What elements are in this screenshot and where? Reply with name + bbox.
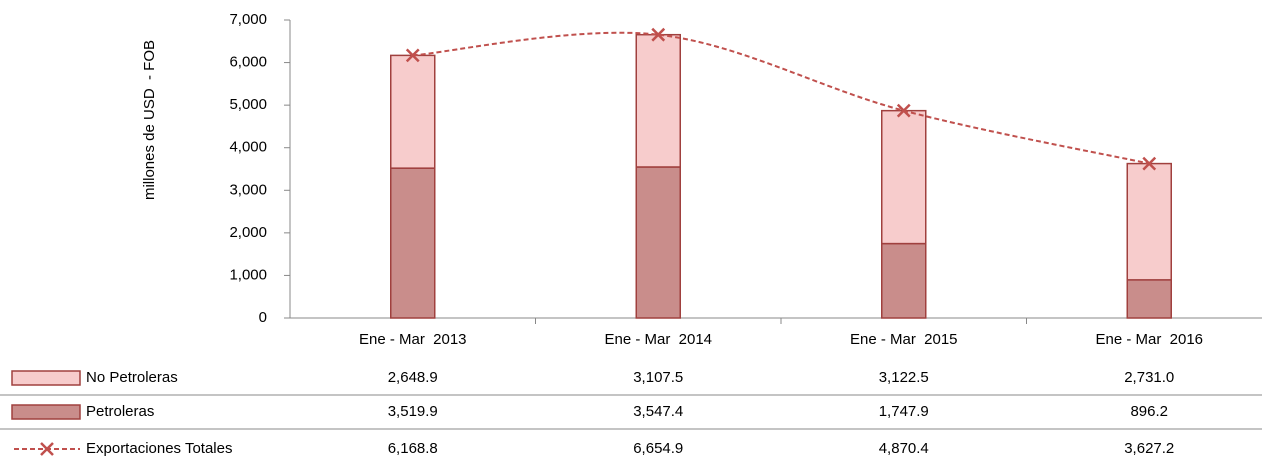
legend-label: Exportaciones Totales: [86, 440, 232, 457]
bar-segment: [635, 166, 681, 319]
y-tick-label: 3,000: [229, 181, 267, 198]
legend-swatch: [11, 370, 81, 386]
table-value: 6,168.8: [388, 440, 438, 457]
x-tick-label: Ene - Mar 2016: [1095, 331, 1203, 348]
table-value: 3,547.4: [633, 403, 683, 420]
y-tick-label: 4,000: [229, 139, 267, 156]
x-tick-label: Ene - Mar 2014: [604, 331, 712, 348]
table-value: 1,747.9: [879, 403, 929, 420]
bar-segment: [1126, 279, 1172, 319]
table-value: 3,627.2: [1124, 440, 1174, 457]
legend-swatch: [11, 404, 81, 420]
legend-swatch: [40, 442, 54, 456]
marker: [651, 27, 666, 42]
x-tick-label: Ene - Mar 2013: [359, 331, 467, 348]
bar-segment: [881, 242, 927, 319]
bar-segment: [390, 167, 436, 319]
table-value: 4,870.4: [879, 440, 929, 457]
y-tick-label: 1,000: [229, 266, 267, 283]
marker: [405, 48, 420, 63]
legend-label: Petroleras: [86, 403, 154, 420]
legend-label: No Petroleras: [86, 369, 178, 386]
marker: [896, 103, 911, 118]
y-tick-label: 6,000: [229, 54, 267, 71]
bar-segment: [881, 109, 927, 245]
table-value: 896.2: [1130, 403, 1168, 420]
bar-segment: [1126, 162, 1172, 281]
table-value: 3,122.5: [879, 369, 929, 386]
y-tick-label: 0: [259, 309, 267, 326]
y-tick-label: 7,000: [229, 11, 267, 28]
table-value: 3,107.5: [633, 369, 683, 386]
y-tick-label: 5,000: [229, 96, 267, 113]
table-value: 6,654.9: [633, 440, 683, 457]
x-tick-label: Ene - Mar 2015: [850, 331, 958, 348]
table-value: 2,648.9: [388, 369, 438, 386]
bar-segment: [635, 33, 681, 168]
y-tick-label: 2,000: [229, 224, 267, 241]
table-value: 2,731.0: [1124, 369, 1174, 386]
line: [412, 31, 1150, 165]
bar-segment: [390, 54, 436, 169]
y-axis-label: millones de USD - FOB: [141, 40, 158, 200]
table-value: 3,519.9: [388, 403, 438, 420]
marker: [1142, 156, 1157, 171]
